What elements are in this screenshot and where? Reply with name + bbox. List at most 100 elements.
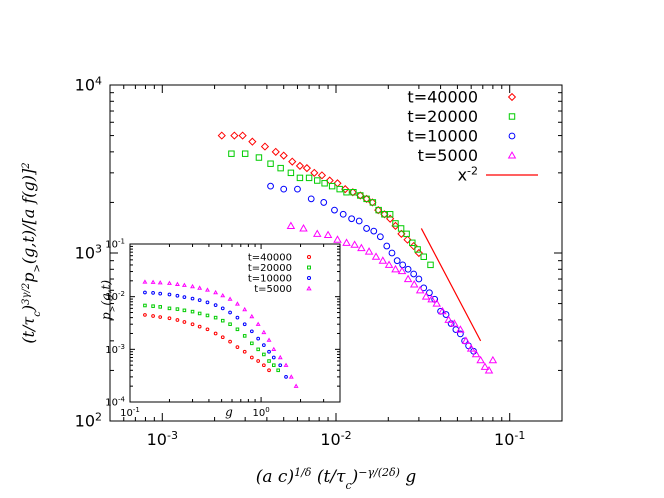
data-point-t5000 bbox=[286, 221, 296, 229]
data-point-t20000 bbox=[420, 253, 427, 260]
data-point-t10000 bbox=[284, 375, 288, 379]
data-point-t5000 bbox=[350, 240, 359, 248]
legend-marker bbox=[306, 275, 312, 281]
data-point-t40000 bbox=[220, 335, 225, 340]
y-tick-label: 10-1 bbox=[105, 238, 125, 251]
data-point-t5000 bbox=[421, 292, 431, 300]
data-point-t5000 bbox=[190, 283, 196, 289]
data-point-t20000 bbox=[386, 211, 394, 218]
data-point-t5000 bbox=[342, 238, 351, 246]
data-point-t5000 bbox=[312, 229, 322, 237]
data-point-t5000 bbox=[432, 299, 441, 307]
data-point-t20000 bbox=[175, 307, 180, 311]
legend-marker bbox=[508, 132, 516, 140]
data-point-t20000 bbox=[287, 169, 295, 177]
data-point-t5000 bbox=[271, 346, 277, 352]
data-point-t10000 bbox=[158, 291, 163, 296]
legend-marker bbox=[306, 254, 312, 260]
data-point-t5000 bbox=[166, 280, 172, 285]
data-point-t20000 bbox=[228, 322, 232, 326]
data-point-t40000 bbox=[267, 368, 271, 373]
data-point-t20000 bbox=[228, 150, 235, 157]
data-point-t20000 bbox=[220, 318, 225, 323]
data-point-t5000 bbox=[283, 362, 289, 367]
data-point-t10000 bbox=[393, 257, 401, 265]
data-point-t40000 bbox=[217, 131, 226, 140]
data-point-t10000 bbox=[242, 322, 247, 327]
data-point-t5000 bbox=[438, 306, 447, 315]
data-point-t20000 bbox=[403, 230, 410, 238]
data-point-t20000 bbox=[296, 174, 304, 182]
data-point-t20000 bbox=[256, 347, 260, 352]
data-point-t10000 bbox=[235, 315, 240, 320]
legend-label: t=20000 bbox=[407, 107, 478, 126]
main-y-axis-label: (t/τc)3γ/2p>(g,t)/[a f(g)]2 bbox=[19, 162, 43, 343]
data-point-t40000 bbox=[249, 355, 254, 360]
data-point-t40000 bbox=[242, 349, 247, 354]
data-point-t20000 bbox=[255, 154, 263, 161]
data-point-t5000 bbox=[466, 344, 476, 352]
data-point-t10000 bbox=[228, 310, 232, 315]
data-point-t10000 bbox=[278, 363, 283, 368]
data-point-t5000 bbox=[197, 285, 203, 290]
data-point-t5000 bbox=[484, 366, 494, 374]
data-point-t40000 bbox=[248, 137, 257, 146]
data-point-t40000 bbox=[261, 363, 266, 368]
data-point-t10000 bbox=[376, 233, 384, 241]
data-point-t5000 bbox=[142, 279, 148, 284]
data-point-t10000 bbox=[442, 311, 450, 318]
data-point-t10000 bbox=[220, 306, 225, 311]
data-point-t5000 bbox=[371, 252, 381, 260]
data-point-t40000 bbox=[143, 313, 147, 317]
data-point-t40000 bbox=[288, 157, 297, 166]
data-point-t40000 bbox=[175, 318, 180, 322]
data-point-t10000 bbox=[370, 227, 378, 235]
data-point-t20000 bbox=[392, 220, 399, 227]
data-point-t10000 bbox=[267, 349, 271, 354]
legend-label: t=10000 bbox=[407, 127, 478, 146]
data-point-t10000 bbox=[320, 199, 328, 206]
data-point-t5000 bbox=[150, 279, 156, 284]
data-point-t5000 bbox=[181, 282, 187, 287]
data-point-t40000 bbox=[205, 327, 210, 332]
data-point-t40000 bbox=[310, 168, 319, 177]
data-point-t10000 bbox=[256, 336, 261, 341]
data-point-t10000 bbox=[404, 265, 412, 273]
data-point-t10000 bbox=[197, 298, 202, 302]
legend-label: t=5000 bbox=[418, 146, 478, 165]
data-point-t20000 bbox=[314, 177, 321, 184]
data-point-t20000 bbox=[250, 341, 254, 346]
y-tick-label: 102 bbox=[75, 410, 102, 431]
data-point-t5000 bbox=[378, 256, 388, 264]
y-tick-label: 104 bbox=[75, 74, 102, 95]
y-tick-label: 10-3 bbox=[105, 343, 125, 356]
main-x-axis-label: (a c)1/δ (t/τc)−γ/(2δ) g bbox=[256, 466, 417, 492]
data-point-t10000 bbox=[355, 217, 363, 225]
data-point-t20000 bbox=[167, 306, 172, 311]
data-point-t20000 bbox=[277, 164, 284, 172]
data-point-t40000 bbox=[190, 322, 195, 327]
data-point-t5000 bbox=[488, 355, 498, 364]
data-point-t10000 bbox=[167, 292, 172, 297]
x-tick-label: 10-1 bbox=[120, 406, 140, 419]
data-point-t40000 bbox=[260, 142, 270, 151]
data-point-t20000 bbox=[182, 308, 187, 313]
data-point-t5000 bbox=[261, 329, 267, 335]
data-point-t10000 bbox=[175, 293, 180, 298]
legend-marker bbox=[306, 285, 312, 291]
data-point-t5000 bbox=[415, 285, 425, 294]
data-point-t5000 bbox=[391, 264, 400, 273]
data-point-t10000 bbox=[331, 206, 338, 214]
data-point-t5000 bbox=[409, 280, 419, 288]
data-point-t10000 bbox=[182, 295, 187, 299]
data-point-t40000 bbox=[256, 359, 261, 363]
data-point-t40000 bbox=[197, 324, 202, 329]
data-point-t10000 bbox=[363, 225, 370, 232]
x-tick-label: 10-2 bbox=[320, 429, 351, 450]
data-point-t5000 bbox=[427, 294, 436, 303]
data-point-t40000 bbox=[341, 185, 350, 194]
y-tick-label: 10-2 bbox=[105, 290, 125, 303]
data-point-t5000 bbox=[333, 235, 342, 243]
